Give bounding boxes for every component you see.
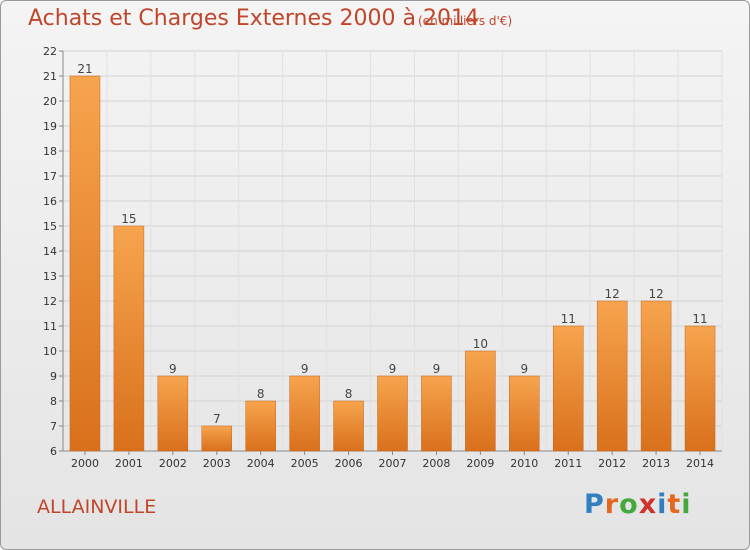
y-tick-label: 14 <box>43 245 57 258</box>
bar-value-label: 15 <box>121 212 136 226</box>
y-tick-label: 21 <box>43 70 57 83</box>
y-tick-label: 8 <box>50 395 57 408</box>
logo-letter: i <box>681 489 692 520</box>
bar-value-label: 12 <box>648 287 663 301</box>
y-tick-label: 6 <box>50 445 57 458</box>
bar <box>113 225 145 452</box>
bar <box>157 375 189 452</box>
y-tick-label: 12 <box>43 295 57 308</box>
chart-subtitle: (en milliers d'€) <box>418 14 513 28</box>
bar-value-label: 8 <box>257 387 265 401</box>
logo-letter: x <box>638 489 658 520</box>
bar <box>465 350 496 452</box>
bar <box>289 375 320 452</box>
y-tick-label: 11 <box>43 320 57 333</box>
bar <box>596 300 628 452</box>
bar <box>509 375 540 452</box>
x-tick-label: 2011 <box>554 457 582 470</box>
bar <box>201 425 233 452</box>
bar-value-label: 9 <box>389 362 397 376</box>
x-tick-label: 2001 <box>115 457 143 470</box>
y-tick-label: 17 <box>43 170 57 183</box>
x-tick-label: 2002 <box>159 457 187 470</box>
x-tick-label: 2012 <box>598 457 626 470</box>
x-tick-label: 2014 <box>686 457 714 470</box>
bar <box>640 300 672 452</box>
x-tick-label: 2005 <box>291 457 319 470</box>
bar <box>377 375 408 452</box>
bar-value-label: 9 <box>433 362 441 376</box>
y-tick-label: 16 <box>43 195 57 208</box>
x-tick-label: 2006 <box>335 457 363 470</box>
logo-letter: o <box>619 489 639 520</box>
bar-value-label: 21 <box>77 62 92 76</box>
bar <box>69 75 101 452</box>
chart-title: Achats et Charges Externes 2000 à 2014 <box>28 6 479 31</box>
bars <box>69 75 716 452</box>
y-tick-label: 10 <box>43 345 57 358</box>
x-tick-label: 2013 <box>642 457 670 470</box>
commune-name: ALLAINVILLE <box>37 496 157 518</box>
bar-value-label: 9 <box>301 362 309 376</box>
bar <box>245 400 276 452</box>
bar-value-label: 11 <box>692 312 707 326</box>
bar-value-label: 7 <box>213 412 221 426</box>
bar <box>421 375 452 452</box>
x-tick-label: 2009 <box>466 457 494 470</box>
x-tick-label: 2003 <box>203 457 231 470</box>
bar-value-label: 11 <box>561 312 576 326</box>
y-tick-label: 15 <box>43 220 57 233</box>
bar-value-label: 9 <box>169 362 177 376</box>
bar <box>333 400 364 452</box>
y-tick-label: 20 <box>43 95 57 108</box>
bar-value-label: 9 <box>520 362 528 376</box>
x-tick-label: 2007 <box>379 457 407 470</box>
logo-letter: P <box>584 489 605 520</box>
bar <box>552 325 584 452</box>
x-tick-label: 2004 <box>247 457 275 470</box>
x-tick-label: 2008 <box>422 457 450 470</box>
logo-letter: t <box>667 489 682 520</box>
y-tick-label: 18 <box>43 145 57 158</box>
y-tick-label: 22 <box>43 45 57 58</box>
bar-value-label: 8 <box>345 387 353 401</box>
bar-value-label: 10 <box>473 337 488 351</box>
labels: 6 7 8 9 10 11 12 13 14 15 16 17 18 19 20 21 22 21 2000 15 20… <box>43 45 714 470</box>
y-tick-label: 9 <box>50 370 57 383</box>
bar <box>684 325 716 452</box>
y-tick-label: 19 <box>43 120 57 133</box>
x-tick-label: 2000 <box>71 457 99 470</box>
logo-letter: i <box>657 489 668 520</box>
x-tick-label: 2010 <box>510 457 538 470</box>
proxiti-logo: Proxiti <box>584 489 692 520</box>
y-tick-label: 13 <box>43 270 57 283</box>
y-tick-label: 7 <box>50 420 57 433</box>
bar-value-label: 12 <box>605 287 620 301</box>
logo-letter: r <box>604 489 620 520</box>
